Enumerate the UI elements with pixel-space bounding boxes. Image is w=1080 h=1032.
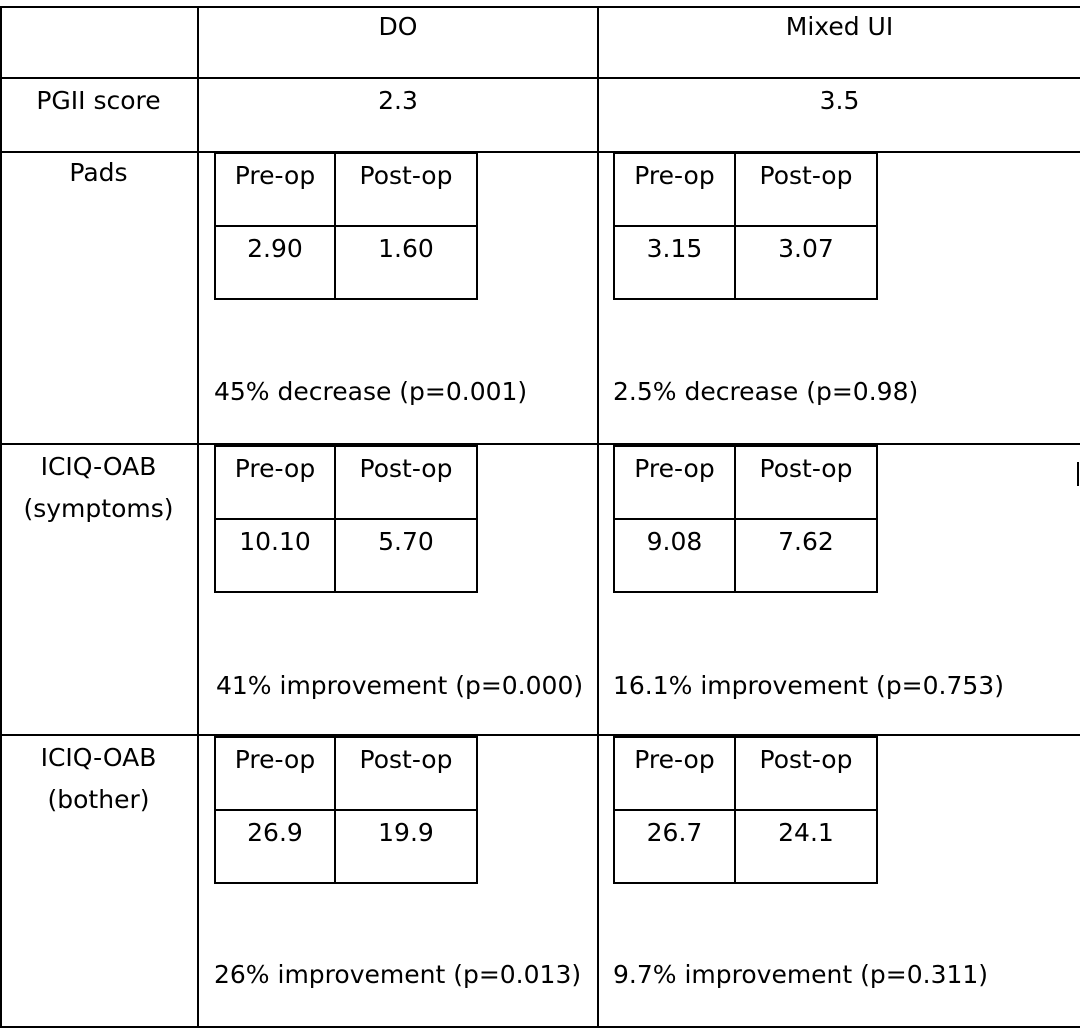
pads-mixed-post-op-header: Post-op [759, 161, 853, 190]
pads-do-post-op-header: Post-op [359, 161, 453, 190]
symptoms-do-pre-op-header: Pre-op [234, 454, 316, 483]
row-divider-3 [0, 443, 1080, 445]
row-divider-1 [0, 77, 1080, 79]
row-label-iciq-oab-symptoms-line-1: ICIQ-OAB [40, 452, 157, 481]
bother-mixed-pre-op-header: Pre-op [634, 745, 715, 774]
pads-do-pre-op-header: Pre-op [234, 161, 316, 190]
pads-do-pre-op-value: 2.90 [247, 234, 303, 263]
symptoms-mixed-pre-op-header: Pre-op [634, 454, 715, 483]
table-border-left [0, 6, 2, 1028]
symptoms-mixed-post-op-value: 7.62 [778, 527, 834, 556]
pads-do-subtable: Pre-op Post-op 2.90 1.60 [214, 152, 478, 300]
column-divider-2 [597, 6, 599, 1028]
pads-do-summary: 45% decrease (p=0.001) [214, 377, 528, 406]
pgii-do-value: 2.3 [378, 86, 418, 115]
row-label-pads: Pads [69, 158, 128, 187]
pads-mixed-subtable: Pre-op Post-op 3.15 3.07 [613, 152, 878, 300]
row-divider-2 [0, 151, 1080, 153]
bother-mixed-post-op-header: Post-op [759, 745, 853, 774]
header-do: DO [378, 12, 418, 41]
bother-mixed-post-op-value: 24.1 [778, 818, 834, 847]
pads-do-post-op-value: 1.60 [378, 234, 434, 263]
bother-do-subtable: Pre-op Post-op 26.9 19.9 [214, 736, 478, 884]
edge-mark [1077, 462, 1079, 486]
symptoms-mixed-pre-op-value: 9.08 [646, 527, 703, 556]
bother-mixed-subtable: Pre-op Post-op 26.7 24.1 [613, 736, 878, 884]
symptoms-do-subtable: Pre-op Post-op 10.10 5.70 [214, 445, 478, 593]
table-border-top [0, 6, 1080, 8]
symptoms-do-post-op-value: 5.70 [378, 527, 434, 556]
table-border-bottom [0, 1026, 1080, 1028]
row-label-pgii-score: PGII score [36, 86, 161, 115]
pgii-mixed-value: 3.5 [819, 86, 860, 115]
row-label-iciq-oab-bother-line-2: (bother) [47, 785, 150, 814]
bother-do-post-op-header: Post-op [359, 745, 453, 774]
bother-mixed-summary: 9.7% improvement (p=0.311) [613, 960, 989, 989]
symptoms-mixed-summary: 16.1% improvement (p=0.753) [613, 671, 1004, 700]
bother-mixed-pre-op-value: 26.7 [646, 818, 703, 847]
bother-do-pre-op-header: Pre-op [234, 745, 316, 774]
symptoms-mixed-post-op-header: Post-op [759, 454, 853, 483]
symptoms-do-post-op-header: Post-op [359, 454, 453, 483]
header-mixed-ui: Mixed UI [785, 12, 894, 41]
row-label-iciq-oab-symptoms-line-2: (symptoms) [23, 494, 174, 523]
bother-do-post-op-value: 19.9 [378, 818, 434, 847]
row-divider-4 [0, 734, 1080, 736]
symptoms-do-summary: 41% improvement (p=0.000) [216, 671, 584, 700]
column-divider-1 [197, 6, 199, 1028]
pads-mixed-post-op-value: 3.07 [778, 234, 834, 263]
row-label-iciq-oab-bother-line-1: ICIQ-OAB [40, 743, 157, 772]
symptoms-do-pre-op-value: 10.10 [239, 527, 311, 556]
pads-mixed-pre-op-header: Pre-op [634, 161, 715, 190]
bother-do-pre-op-value: 26.9 [247, 818, 303, 847]
pads-mixed-pre-op-value: 3.15 [646, 234, 703, 263]
symptoms-mixed-subtable: Pre-op Post-op 9.08 7.62 [613, 445, 878, 593]
pads-mixed-summary: 2.5% decrease (p=0.98) [613, 377, 919, 406]
bother-do-summary: 26% improvement (p=0.013) [214, 960, 582, 989]
